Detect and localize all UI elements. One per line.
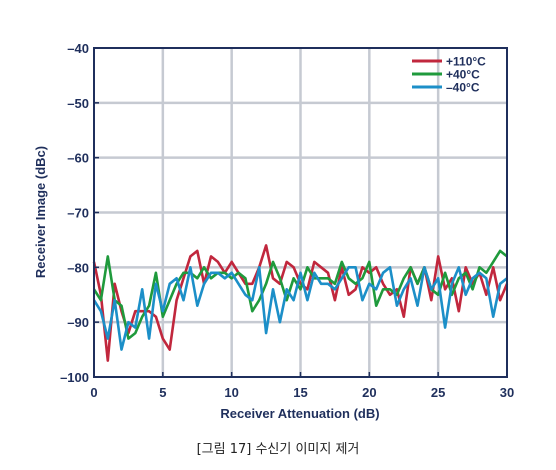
legend-label: +40°C (446, 68, 480, 82)
y-axis-title: Receiver Image (dBc) (33, 146, 48, 278)
figure-caption: [그림 17] 수신기 이미지 제거 (196, 442, 360, 457)
grid (94, 48, 507, 377)
axis-ticks: 0 5 10 15 20 25 30 –40 –50 –60 –70 –80 –90 –100 (60, 41, 514, 400)
x-tick-label: 5 (159, 385, 166, 400)
x-tick-label: 30 (500, 385, 514, 400)
x-tick-label: 10 (224, 385, 238, 400)
y-tick-label: –70 (67, 206, 89, 221)
x-axis-title: Receiver Attenuation (dB) (220, 406, 379, 421)
y-tick-label: –40 (67, 41, 89, 56)
y-tick-label: –80 (67, 260, 89, 275)
x-tick-label: 25 (431, 385, 445, 400)
y-tick-label: –100 (60, 370, 89, 385)
y-tick-label: –50 (67, 96, 89, 111)
series-group (92, 244, 509, 362)
x-tick-label: 20 (362, 385, 376, 400)
series-line-0 (92, 244, 509, 362)
series-line-2 (92, 265, 508, 351)
legend: +110°C+40°C–40°C (412, 55, 486, 95)
x-tick-label: 0 (90, 385, 97, 400)
legend-label: –40°C (446, 81, 480, 95)
x-tick-label: 15 (293, 385, 307, 400)
series-line-1 (92, 249, 508, 340)
legend-label: +110°C (446, 55, 486, 69)
y-tick-label: –60 (67, 151, 89, 166)
y-tick-label: –90 (67, 315, 89, 330)
